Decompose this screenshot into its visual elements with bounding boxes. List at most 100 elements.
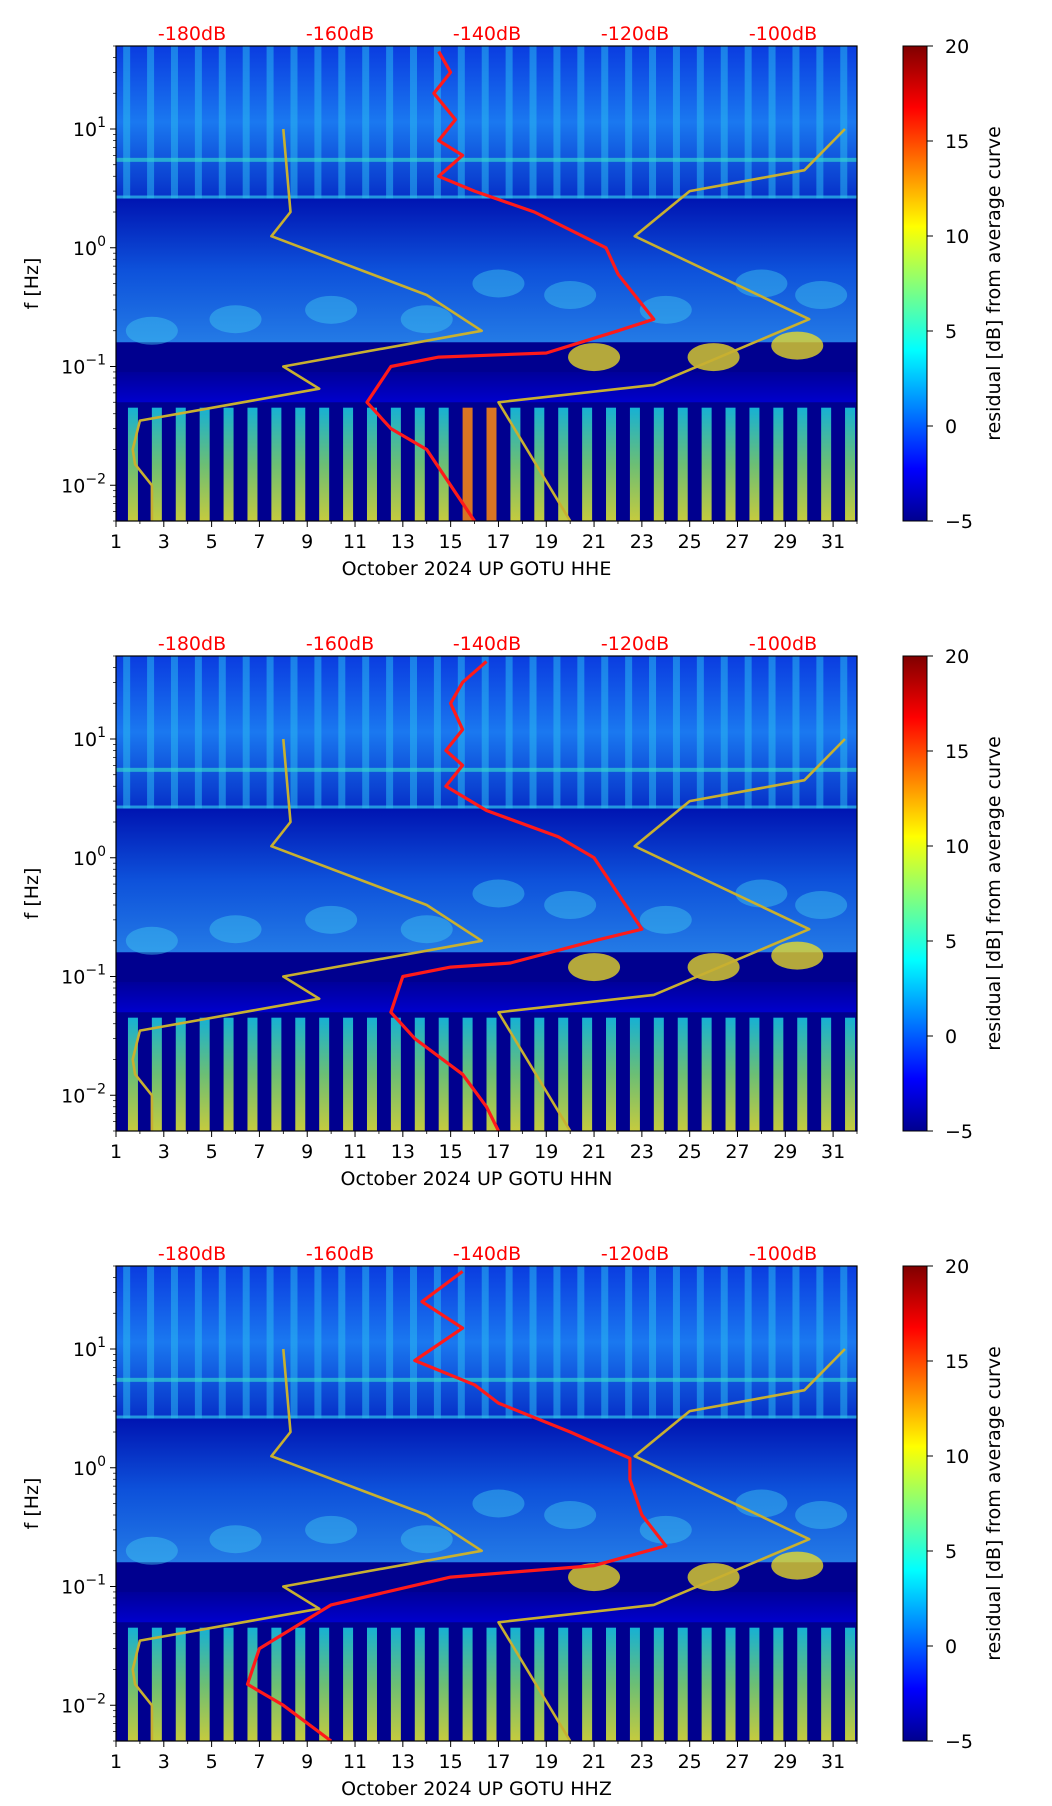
- x-tick-label: 25: [678, 1141, 702, 1163]
- heatmap-streak: [123, 46, 131, 199]
- heatmap-streak: [266, 1266, 274, 1419]
- x-axis-label: October 2024 UP GOTU HHN: [341, 1168, 613, 1190]
- heatmap-streak: [744, 656, 752, 809]
- heatmap-patch: [125, 926, 178, 955]
- heatmap-longperiod-bar: [223, 407, 234, 521]
- heatmap-streak: [720, 656, 728, 809]
- heatmap-longperiod-bar: [701, 1627, 712, 1741]
- heatmap-longperiod-bar: [797, 1627, 808, 1741]
- heatmap-streak: [170, 1266, 178, 1419]
- heatmap-longperiod-bar: [151, 1017, 162, 1131]
- colorbar-tick-label: 10: [945, 836, 969, 858]
- heatmap-longperiod-bar: [606, 1017, 617, 1131]
- heatmap-streak: [433, 1266, 441, 1419]
- x-tick-label: 19: [534, 531, 558, 553]
- plot-area: [116, 656, 857, 1131]
- colorbar: [902, 1265, 928, 1742]
- heatmap-streak: [553, 1266, 561, 1419]
- heatmap-streak: [625, 46, 633, 199]
- heatmap-patch: [400, 305, 453, 334]
- y-tick-label-base: 10: [61, 1085, 85, 1107]
- heatmap-longperiod-bar: [534, 1017, 545, 1131]
- heatmap-streak: [720, 1266, 728, 1419]
- heatmap-longperiod-bar: [629, 1017, 640, 1131]
- heatmap-streak: [362, 1266, 370, 1419]
- y-tick-label: 101: [73, 1335, 106, 1361]
- heatmap-longperiod-bar: [510, 407, 521, 521]
- colorbar-tick-label: 5: [945, 931, 957, 953]
- heatmap-patch: [568, 953, 621, 982]
- heatmap-longperiod-bar: [462, 1017, 473, 1131]
- heatmap-longperiod-bar: [127, 407, 138, 521]
- heatmap-longperiod-bar: [797, 407, 808, 521]
- nhnm-curve: [497, 738, 846, 1131]
- heatmap-streak: [816, 46, 824, 199]
- colorbar: [902, 655, 928, 1132]
- db-label: -160dB: [306, 23, 374, 45]
- heatmap-streak: [577, 1266, 585, 1419]
- heatmap-band-microseism: [116, 198, 857, 343]
- heatmap-line-2hz: [116, 805, 857, 809]
- heatmap-streak: [505, 46, 513, 199]
- colorbar-tick-label: 15: [945, 741, 969, 763]
- colorbar-tick-label: −5: [945, 511, 973, 533]
- heatmap-streak: [290, 1266, 298, 1419]
- x-tick-label: 3: [158, 531, 170, 553]
- heatmap-longperiod-bar: [462, 407, 473, 521]
- heatmap-streak: [601, 46, 609, 199]
- heatmap-streak: [672, 656, 680, 809]
- x-tick-label: 11: [343, 1751, 367, 1773]
- heatmap-streak: [625, 1266, 633, 1419]
- heatmap-longperiod-bar: [486, 1017, 497, 1131]
- heatmap-streak: [170, 656, 178, 809]
- heatmap-patch: [771, 941, 824, 970]
- heatmap-streak: [720, 46, 728, 199]
- x-tick-label: 7: [253, 1751, 265, 1773]
- heatmap-streak: [649, 656, 657, 809]
- heatmap-streak: [433, 656, 441, 809]
- heatmap-longperiod-bar: [247, 1627, 258, 1741]
- colorbar-tick-label: −5: [945, 1731, 973, 1753]
- heatmap-streak: [601, 1266, 609, 1419]
- heatmap-longperiod-bar: [821, 407, 832, 521]
- heatmap-streak: [768, 1266, 776, 1419]
- heatmap-streak: [242, 1266, 250, 1419]
- y-tick-label-exp: 0: [97, 234, 106, 250]
- heatmap-longperiod-bar: [653, 407, 664, 521]
- x-tick-label: 23: [630, 1751, 654, 1773]
- db-label: -120dB: [601, 23, 669, 45]
- x-tick-label: 17: [486, 1141, 510, 1163]
- db-label: -160dB: [306, 1243, 374, 1265]
- heatmap-streak: [338, 46, 346, 199]
- heatmap-longperiod-bar: [582, 407, 593, 521]
- y-tick-label-base: 10: [61, 1695, 85, 1717]
- y-tick-label: 10−1: [61, 1573, 106, 1599]
- x-tick-label: 29: [773, 1751, 797, 1773]
- heatmap-streak: [672, 46, 680, 199]
- spectrogram-panel-hhz: 1 3 5 7 9 11 13 15 17 19 21 23 25 27 29 3110110010−110−…: [21, 1243, 1005, 1800]
- heatmap-streak: [338, 1266, 346, 1419]
- heatmap-line-5hz: [116, 1377, 857, 1382]
- heatmap-longperiod-bar: [295, 1627, 306, 1741]
- heatmap-longperiod-bar: [510, 1627, 521, 1741]
- heatmap-longperiod-bar: [653, 1017, 664, 1131]
- heatmap-streak: [649, 1266, 657, 1419]
- colorbar-tick-label: 15: [945, 1351, 969, 1373]
- heatmap-patch: [795, 891, 848, 920]
- x-tick-label: 9: [301, 1751, 313, 1773]
- heatmap-streak: [457, 1266, 465, 1419]
- median-psd-curve: [365, 50, 656, 521]
- heatmap-patch: [639, 1515, 692, 1544]
- heatmap-line-2hz: [116, 195, 857, 199]
- heatmap-longperiod-bar: [629, 407, 640, 521]
- heatmap-longperiod-bar: [845, 1017, 856, 1131]
- y-tick-label-exp: −2: [85, 1081, 106, 1097]
- colorbar-label: residual [dB] from average curve: [983, 126, 1005, 441]
- x-tick-label: 1: [110, 1751, 122, 1773]
- heatmap-longperiod-bar: [534, 1627, 545, 1741]
- x-tick-label: 27: [725, 531, 749, 553]
- heatmap-streak: [290, 656, 298, 809]
- heatmap-longperiod-bar: [725, 1017, 736, 1131]
- colorbar-tick-label: 0: [945, 1636, 957, 1658]
